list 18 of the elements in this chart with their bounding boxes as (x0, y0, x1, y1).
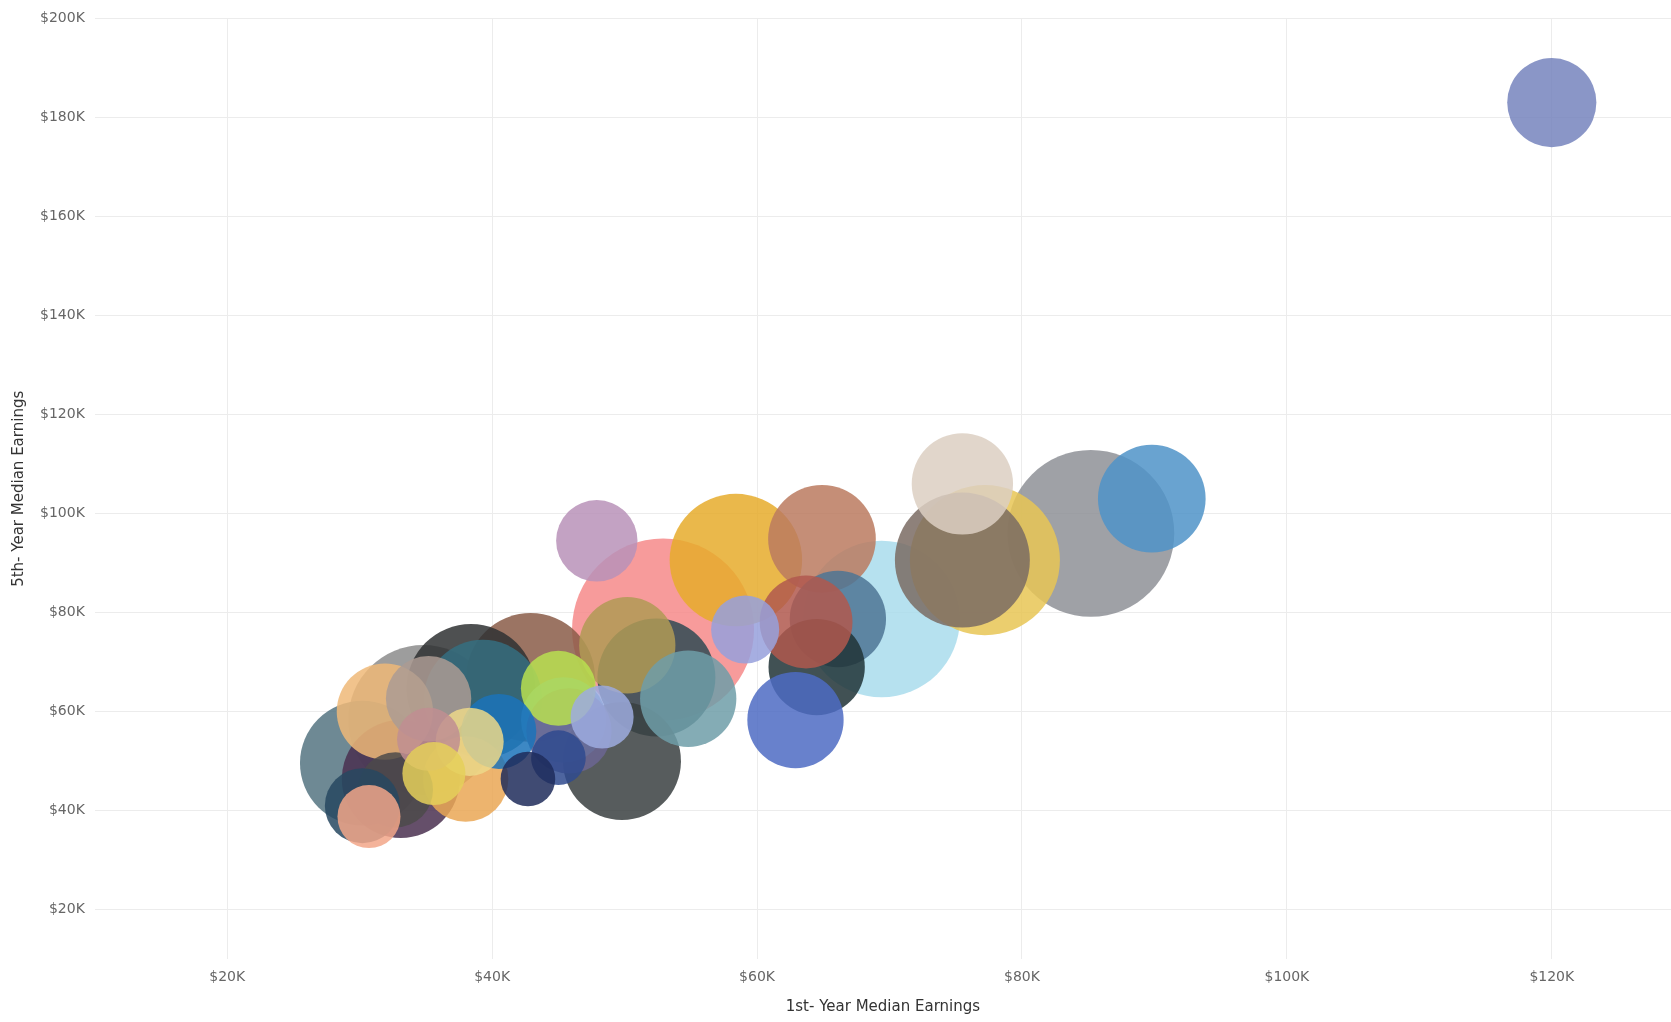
y-tick-label: $140K (40, 306, 86, 323)
x-tick-label: $60K (739, 968, 776, 985)
y-tick-label: $80K (48, 603, 86, 620)
y-tick-label: $120K (40, 405, 86, 422)
x-axis-title: 1st- Year Median Earnings (785, 996, 981, 1015)
x-tick-label: $100K (1264, 968, 1311, 985)
x-tick-label: $120K (1529, 968, 1576, 985)
x-tick-label: $40K (474, 968, 511, 985)
y-tick-label: $60K (48, 702, 86, 719)
x-tick-label: $20K (209, 968, 247, 985)
y-tick-label: $100K (40, 504, 86, 521)
x-tick-label: $80K (1004, 968, 1041, 985)
y-tick-label: $180K (40, 108, 86, 125)
y-tick-label: $40K (48, 801, 86, 818)
y-axis-title: 5th- Year Median Earnings (8, 390, 27, 587)
y-tick-label: $20K (48, 900, 86, 917)
y-tick-label: $200K (40, 9, 86, 26)
y-tick-label: $160K (40, 207, 86, 224)
